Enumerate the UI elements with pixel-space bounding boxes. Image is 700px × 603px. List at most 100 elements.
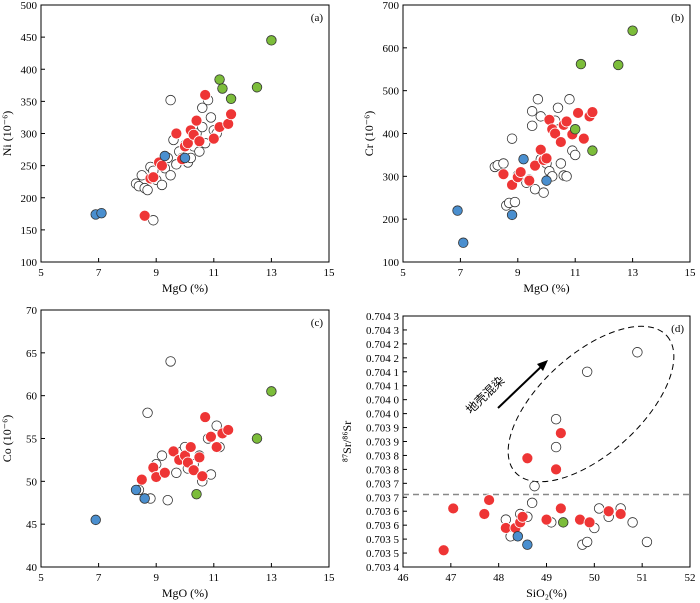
data-point-red bbox=[550, 463, 562, 476]
data-point-green bbox=[251, 82, 263, 93]
data-point-green bbox=[587, 145, 598, 156]
data-point-green bbox=[613, 59, 624, 71]
y-tick-label: 0.704 3 bbox=[366, 311, 400, 323]
y-tick-label: 700 bbox=[383, 0, 400, 12]
y-tick-label: 65 bbox=[26, 348, 38, 360]
data-point-red bbox=[560, 115, 573, 128]
data-point-open bbox=[627, 517, 638, 528]
data-point-red bbox=[135, 473, 148, 486]
y-tick-label: 45 bbox=[26, 519, 38, 531]
y-tick-label: 100 bbox=[21, 257, 38, 269]
data-point-blue bbox=[522, 539, 533, 550]
data-point-red bbox=[437, 544, 450, 557]
y-tick-label: 0.703 7 bbox=[366, 478, 400, 490]
data-point-open bbox=[529, 480, 540, 492]
data-point-green bbox=[558, 517, 569, 528]
y-tick-label: 0.704 0 bbox=[366, 409, 400, 421]
y-tick-label: 100 bbox=[383, 257, 400, 269]
data-point-open bbox=[526, 120, 538, 131]
data-point-open bbox=[205, 112, 217, 123]
x-tick-label: 5 bbox=[38, 267, 44, 279]
data-point-open bbox=[165, 356, 176, 367]
data-point-red bbox=[207, 132, 220, 145]
data-point-red bbox=[210, 441, 223, 453]
data-point-red bbox=[514, 166, 527, 178]
data-point-red bbox=[205, 430, 217, 443]
y-tick-label: 0.703 8 bbox=[366, 450, 400, 462]
y-tick-label: 0.703 8 bbox=[366, 464, 400, 476]
data-point-red bbox=[190, 114, 203, 127]
data-point-open bbox=[555, 158, 567, 169]
y-tick-label: 0.703 5 bbox=[366, 534, 400, 546]
x-axis-label: SiO₂(%) bbox=[526, 586, 567, 600]
x-tick-label: 15 bbox=[685, 267, 697, 279]
y-tick-label: 200 bbox=[383, 214, 400, 226]
y-tick-label: 400 bbox=[383, 129, 400, 141]
data-point-blue bbox=[452, 205, 463, 216]
data-point-blue bbox=[130, 484, 142, 496]
x-tick-label: 47 bbox=[445, 572, 457, 584]
x-tick-label: 15 bbox=[324, 572, 336, 584]
data-point-open bbox=[570, 149, 581, 161]
plot-frame bbox=[40, 309, 330, 568]
data-point-red bbox=[447, 502, 460, 515]
y-tick-label: 0.704 1 bbox=[366, 367, 399, 379]
data-point-open bbox=[532, 94, 544, 105]
data-point-open bbox=[641, 536, 653, 548]
data-point-open bbox=[148, 215, 159, 226]
data-point-blue bbox=[159, 150, 171, 162]
data-point-green bbox=[225, 93, 237, 105]
x-tick-label: 15 bbox=[324, 267, 336, 279]
data-point-red bbox=[187, 464, 200, 477]
data-point-red bbox=[181, 137, 194, 150]
data-point-red bbox=[583, 516, 596, 529]
plot-frame bbox=[402, 315, 691, 568]
x-tick-label: 13 bbox=[266, 572, 278, 584]
data-point-open bbox=[506, 133, 518, 144]
data-point-open bbox=[165, 94, 176, 106]
chart-panel-d: 46 47 48 49 50 51 52 0.703 4 0.703 5 0.703 5 0.703… bbox=[340, 311, 696, 600]
y-tick-label: 0.704 1 bbox=[366, 381, 399, 393]
x-tick-label: 9 bbox=[153, 572, 159, 584]
data-point-green bbox=[266, 386, 277, 397]
data-point-green bbox=[217, 83, 228, 94]
data-point-open bbox=[581, 366, 593, 377]
y-tick-label: 0.703 9 bbox=[366, 437, 400, 449]
panel-label: (a) bbox=[311, 12, 324, 24]
x-tick-label: 9 bbox=[153, 267, 159, 279]
data-point-open bbox=[526, 497, 538, 509]
chart-panel-a: 5 7 9 11 13 15 100 150 200 250 300 350 400 450 500 MgO … bbox=[0, 0, 335, 295]
data-point-green bbox=[191, 488, 202, 500]
data-point-red bbox=[156, 159, 168, 172]
data-point-blue bbox=[518, 153, 529, 165]
data-point-blue bbox=[139, 493, 150, 504]
y-axis-label: Co (10⁻⁶) bbox=[0, 415, 14, 463]
data-point-green bbox=[214, 74, 225, 85]
data-point-blue bbox=[179, 152, 191, 164]
x-tick-label: 7 bbox=[96, 572, 102, 584]
data-point-blue bbox=[541, 175, 552, 186]
y-tick-label: 200 bbox=[21, 193, 38, 205]
data-point-green bbox=[251, 433, 263, 444]
data-point-open bbox=[194, 146, 205, 157]
data-point-red bbox=[554, 427, 567, 440]
data-point-red bbox=[222, 424, 235, 436]
data-point-red bbox=[516, 510, 529, 523]
y-axis-label: Cr (10⁻⁶) bbox=[362, 111, 376, 157]
y-tick-label: 0.704 0 bbox=[366, 395, 400, 407]
data-point-open bbox=[550, 413, 562, 425]
contamination-ellipse bbox=[507, 325, 675, 483]
data-point-red bbox=[523, 174, 536, 187]
data-point-open bbox=[156, 179, 168, 191]
y-tick-label: 0.704 2 bbox=[366, 339, 399, 351]
x-tick-label: 11 bbox=[570, 267, 581, 279]
data-point-red bbox=[577, 132, 590, 145]
data-point-open bbox=[142, 184, 153, 196]
data-point-red bbox=[196, 470, 209, 483]
panel-label: (b) bbox=[671, 12, 684, 24]
y-tick-label: 55 bbox=[26, 434, 38, 446]
data-point-red bbox=[147, 171, 160, 184]
y-tick-label: 250 bbox=[21, 161, 38, 173]
x-tick-label: 5 bbox=[400, 267, 406, 279]
